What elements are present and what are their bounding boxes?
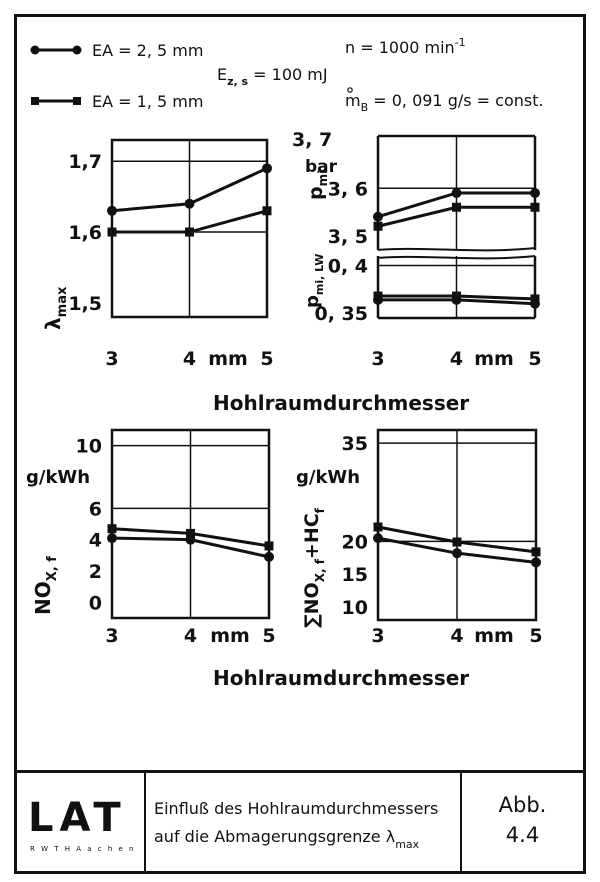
y-tick-label: 1,6 [68, 222, 102, 244]
x-unit-label: mm [208, 348, 248, 370]
x-tick-label: 3 [371, 625, 384, 647]
lambda-axis-label: λmax [41, 286, 70, 330]
data-point-circle [107, 533, 117, 544]
y-tick-label: 35 [342, 433, 368, 455]
data-point-circle [531, 557, 541, 568]
data-point-square [373, 221, 383, 231]
data-point-circle [184, 198, 195, 209]
pmi-axis-label: pmi [305, 170, 330, 200]
x-tick-label: 5 [262, 625, 275, 647]
x-axis-title-top: Hohlraumdurchmesser [213, 391, 469, 415]
x-tick-label: 3 [105, 348, 118, 370]
y-tick-label: 6 [89, 498, 102, 520]
data-point-square [452, 291, 461, 301]
data-point-circle [107, 205, 117, 216]
nox-axis-label: NOX, f [31, 556, 60, 615]
figure-frame [14, 14, 586, 874]
data-point-square [373, 291, 383, 301]
figure-label: Abb. [498, 793, 547, 817]
data-point-square [262, 206, 272, 216]
x-tick-label: 4 [450, 348, 463, 370]
legend-label-ea25: EA = 2, 5 mm [92, 41, 203, 60]
x-unit-label: mm [474, 348, 514, 370]
caption-line-2: auf die Abmagerungsgrenze λmax [154, 827, 420, 851]
legend-marker-square [73, 97, 81, 105]
pmi-unit-top: 3, 7 [292, 129, 332, 151]
y-tick-label: 0 [89, 592, 102, 614]
data-point-square [107, 524, 117, 534]
y-tick-label: 20 [342, 531, 368, 553]
legend-label-ea15: EA = 1, 5 mm [92, 92, 203, 111]
x-tick-label: 5 [260, 348, 273, 370]
lat-logo-subtitle: R W T H A a c h e n [30, 845, 136, 853]
data-point-circle [530, 188, 540, 198]
data-point-square [452, 202, 461, 212]
mass-flow-label: mB = 0, 091 g/s = const. [345, 91, 544, 114]
sum-unit-label: g/kWh [296, 467, 360, 488]
y-tick-label: 15 [342, 564, 368, 586]
y-tick-label: 4 [89, 530, 102, 552]
x-tick-label: 3 [105, 625, 118, 647]
lat-logo: LAT [28, 795, 127, 841]
data-point-circle [373, 533, 383, 544]
x-axis-title-bottom: Hohlraumdurchmesser [213, 666, 469, 690]
caption-line-1: Einfluß des Hohlraumdurchmessers [154, 799, 439, 818]
caption-cell: Einfluß des Hohlraumdurchmessers auf die… [146, 773, 462, 874]
mass-flow-dot-accent [347, 87, 353, 93]
data-point-square [185, 227, 194, 237]
data-point-square [373, 522, 383, 532]
data-point-circle [264, 551, 274, 562]
legend: EA = 2, 5 mm EA = 1, 5 mm Ez, s = 100 mJ… [30, 36, 544, 114]
legend-marker-circle [72, 45, 82, 55]
data-point-square [264, 541, 274, 551]
axis-break-line [377, 255, 536, 260]
x-tick-label: 5 [528, 348, 541, 370]
y-tick-label: 1,7 [68, 151, 102, 173]
pmi-lw-axis-label: pmi, LW [302, 254, 326, 308]
x-unit-label: mm [210, 625, 250, 647]
logo-cell: LAT R W T H A a c h e n [14, 773, 146, 874]
nox-unit-label: g/kWh [26, 467, 90, 488]
y-tick-label: 3, 6 [328, 178, 368, 200]
title-block: LAT R W T H A a c h e n Einfluß des Hohl… [14, 770, 586, 874]
x-tick-label: 5 [529, 625, 542, 647]
legend-marker-square [31, 97, 39, 105]
sum-axis-label: ∑NOX, f+HCf [301, 507, 327, 628]
data-point-circle [452, 548, 462, 559]
figure-number-cell: Abb. 4.4 [462, 773, 583, 874]
data-point-circle [373, 211, 383, 222]
data-point-square [530, 294, 540, 304]
y-tick-label: 0, 35 [315, 303, 369, 325]
data-point-square [186, 528, 195, 538]
data-point-square [531, 547, 541, 557]
y-tick-label: 0, 4 [328, 256, 368, 278]
axis-break-line [377, 247, 536, 252]
x-tick-label: 3 [371, 348, 384, 370]
data-point-square [452, 537, 462, 547]
y-tick-label: 10 [76, 436, 102, 458]
y-tick-label: 3, 5 [328, 226, 368, 248]
data-point-square [107, 227, 117, 237]
y-tick-label: 10 [342, 597, 368, 619]
pmi-unit-label: bar [305, 157, 338, 177]
y-tick-label: 1,5 [68, 293, 102, 315]
y-tick-label: 2 [89, 561, 102, 583]
x-tick-label: 4 [450, 625, 463, 647]
x-tick-label: 4 [184, 625, 197, 647]
x-unit-label: mm [474, 625, 514, 647]
x-tick-label: 4 [183, 348, 196, 370]
figure-number: 4.4 [505, 823, 540, 847]
data-point-circle [451, 188, 462, 198]
data-point-square [530, 202, 540, 212]
engine-speed-label: n = 1000 min-1 [345, 36, 466, 57]
data-point-circle [262, 163, 272, 174]
legend-marker-circle [30, 45, 40, 55]
ignition-energy-label: Ez, s = 100 mJ [217, 65, 328, 88]
